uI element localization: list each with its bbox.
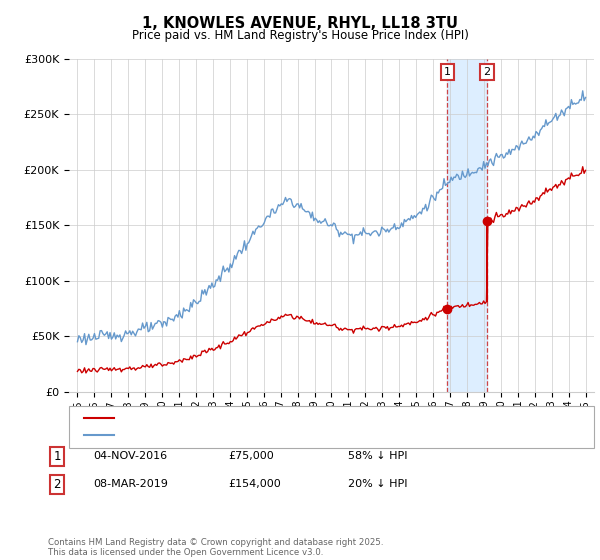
Text: £75,000: £75,000 xyxy=(228,451,274,461)
Text: Contains HM Land Registry data © Crown copyright and database right 2025.
This d: Contains HM Land Registry data © Crown c… xyxy=(48,538,383,557)
Text: 1, KNOWLES AVENUE, RHYL, LL18 3TU (detached house): 1, KNOWLES AVENUE, RHYL, LL18 3TU (detac… xyxy=(120,413,413,423)
Text: 08-MAR-2019: 08-MAR-2019 xyxy=(93,479,168,489)
Text: 2: 2 xyxy=(484,67,491,77)
Text: 1, KNOWLES AVENUE, RHYL, LL18 3TU: 1, KNOWLES AVENUE, RHYL, LL18 3TU xyxy=(142,16,458,31)
Text: 20% ↓ HPI: 20% ↓ HPI xyxy=(348,479,407,489)
Text: Price paid vs. HM Land Registry's House Price Index (HPI): Price paid vs. HM Land Registry's House … xyxy=(131,29,469,42)
Text: 04-NOV-2016: 04-NOV-2016 xyxy=(93,451,167,461)
Text: 1: 1 xyxy=(53,450,61,463)
Text: HPI: Average price, detached house, Denbighshire: HPI: Average price, detached house, Denb… xyxy=(120,430,382,440)
Bar xyxy=(448,59,487,392)
Text: 2: 2 xyxy=(53,478,61,491)
Text: 58% ↓ HPI: 58% ↓ HPI xyxy=(348,451,407,461)
Text: £154,000: £154,000 xyxy=(228,479,281,489)
Text: 1: 1 xyxy=(444,67,451,77)
